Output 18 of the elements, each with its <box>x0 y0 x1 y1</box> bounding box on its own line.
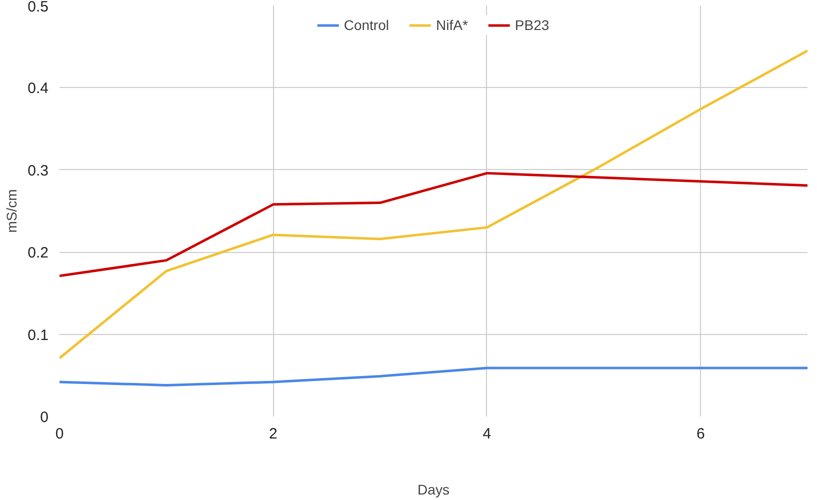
x-tick-label: 4 <box>482 426 492 442</box>
y-tick-label: 0.1 <box>28 326 49 344</box>
legend-label: PB23 <box>514 17 550 33</box>
x-tick-label: 0 <box>55 426 64 442</box>
y-tick-label: 0.3 <box>28 162 49 180</box>
x-tick-label: 6 <box>696 426 705 442</box>
x-axis-title: Days <box>418 482 450 498</box>
x-tick-label: 2 <box>269 426 278 442</box>
line-series <box>60 366 808 387</box>
line-series <box>60 172 808 278</box>
legend-label: NifA* <box>436 17 468 33</box>
legend-label: Control <box>344 17 389 33</box>
y-tick-label: 0.4 <box>28 80 49 98</box>
line-series <box>60 49 808 360</box>
y-axis-title: mS/cm <box>4 189 20 233</box>
y-tick-label: 0.2 <box>28 244 49 262</box>
y-tick-label: 0.5 <box>28 0 49 16</box>
y-tick-label: 0 <box>40 409 48 426</box>
